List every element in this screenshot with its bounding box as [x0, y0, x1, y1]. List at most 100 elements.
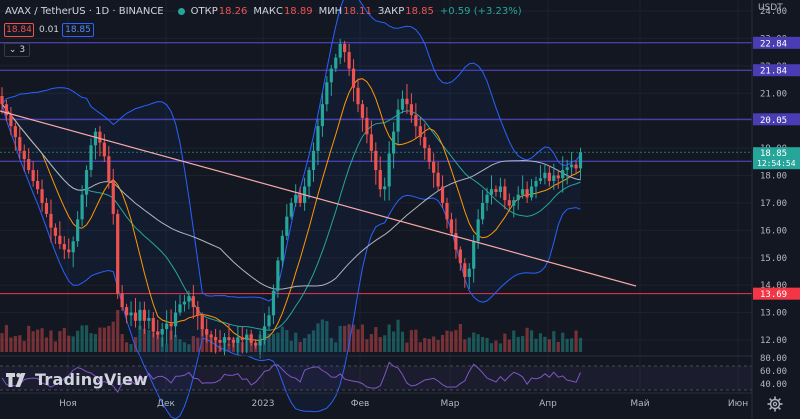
candle-body: [4, 104, 9, 116]
candle-body: [31, 170, 35, 181]
volume-bar: [0, 333, 4, 352]
bollinger-lower: [1, 104, 581, 419]
volume-bar: [80, 325, 84, 352]
volume-bar: [125, 342, 129, 352]
candle-body: [383, 186, 387, 190]
volume-bar: [525, 327, 529, 352]
candle-body: [147, 318, 151, 321]
volume-bar: [147, 329, 151, 352]
volume-bar: [521, 335, 525, 352]
candle-body: [9, 115, 13, 127]
volume-bar: [369, 334, 373, 352]
spread-value: 0.01: [38, 25, 60, 35]
candle-body: [245, 334, 249, 340]
candle-body: [343, 43, 347, 53]
bollinger-basis: [1, 103, 581, 331]
symbol-title[interactable]: AVAX / TetherUS · 1D · BINANCE: [5, 5, 164, 17]
volume-bar: [476, 334, 480, 352]
volume-bar: [289, 340, 293, 352]
time-tick-label: Мар: [441, 399, 460, 409]
volume-bar: [445, 330, 449, 352]
candle-body: [18, 137, 22, 151]
candle-body: [98, 131, 102, 143]
indicators-toggle[interactable]: ⌄ 3: [4, 43, 30, 57]
volume-bar: [67, 335, 71, 352]
volume-bar: [449, 331, 454, 352]
buy-price-button[interactable]: 18.85: [62, 23, 94, 37]
candle-body: [405, 98, 409, 105]
trendline[interactable]: [0, 110, 637, 287]
candle-body: [196, 307, 200, 316]
candle-body: [320, 104, 324, 127]
candle-body: [485, 194, 489, 203]
volume-bar: [133, 337, 138, 352]
volume-bar: [498, 343, 502, 352]
time-tick-label: Фев: [351, 399, 370, 409]
candle-body: [552, 175, 556, 181]
volume-bar: [71, 336, 75, 352]
volume-bar: [365, 339, 369, 352]
volume-bar: [36, 329, 40, 352]
candle-body: [76, 219, 80, 242]
candle-body: [463, 263, 467, 277]
candle-body: [512, 200, 516, 206]
volume-bar: [89, 333, 93, 352]
currency-label[interactable]: USDT: [758, 3, 783, 13]
volume-bar: [4, 325, 9, 352]
candle-body: [22, 150, 26, 160]
candle-body: [570, 164, 574, 168]
candle-body: [307, 170, 311, 187]
volume-bar: [423, 337, 427, 352]
bollinger-fill: [2, 0, 581, 419]
candle-body: [267, 315, 271, 327]
volume-bar: [427, 338, 431, 352]
candle-body: [120, 293, 124, 308]
symbol-header: AVAX / TetherUS · 1D · BINANCE ОТКР18.26…: [5, 3, 522, 19]
rsi-tick-label: 60.00: [760, 367, 787, 377]
volume-bar: [116, 310, 120, 352]
volume-bar: [165, 343, 169, 352]
volume-bar: [436, 339, 440, 352]
volume-bar: [53, 341, 57, 352]
candle-body: [378, 170, 382, 190]
tradingview-logo[interactable]: TradingView: [6, 370, 148, 389]
volume-bar: [329, 337, 333, 352]
price-tick-label: 14.00: [760, 281, 787, 291]
volume-bar: [481, 336, 485, 352]
candle-body: [472, 241, 476, 269]
candle-body: [133, 312, 138, 321]
candle-body: [547, 172, 551, 181]
time-tick-label: Дек: [157, 399, 176, 409]
price-tick-label: 13.00: [760, 309, 787, 319]
volume-bar: [191, 336, 195, 352]
volume-bar: [578, 337, 583, 352]
volume-bar: [516, 336, 520, 352]
candle-body: [538, 178, 543, 181]
volume-bar: [267, 333, 271, 352]
price-tick-label: 18.00: [760, 172, 787, 182]
price-tick-label: 12.00: [760, 336, 787, 346]
candle-body: [356, 87, 360, 105]
gear-icon[interactable]: [767, 396, 783, 412]
time-axis[interactable]: Ноя Дек 2023 Фев Мар Апр Май Июн: [59, 399, 748, 409]
candle-body: [334, 57, 338, 69]
volume-bar: [543, 336, 547, 352]
rsi-band: [0, 366, 752, 390]
candle-body: [200, 315, 204, 330]
sell-price-button[interactable]: 18.84: [4, 23, 34, 37]
candle-body: [165, 323, 169, 330]
candle-body: [414, 115, 418, 127]
tradingview-logo-icon: [6, 372, 26, 387]
candle-body: [351, 68, 356, 88]
volume-bar: [151, 332, 155, 352]
tradingview-logo-text: TradingView: [35, 370, 149, 389]
volume-bar: [138, 325, 142, 352]
bar-countdown: 12:54:54: [757, 159, 796, 168]
candle-body: [516, 194, 520, 201]
time-tick-label: Апр: [539, 399, 557, 409]
candle-body: [476, 219, 480, 242]
candle-body: [209, 334, 213, 338]
indicator-lines: [1, 0, 581, 419]
